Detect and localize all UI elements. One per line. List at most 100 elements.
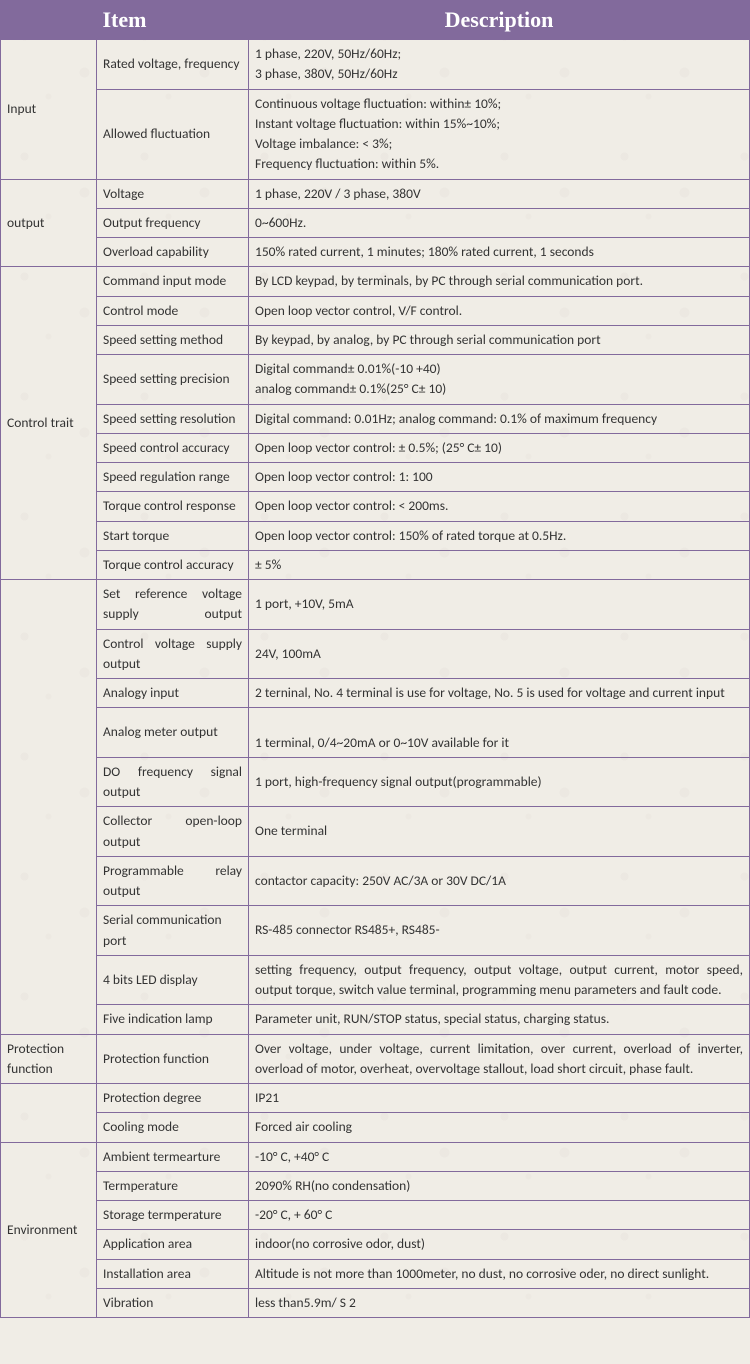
param-cell: DO frequency signal output bbox=[97, 757, 249, 807]
param-cell: Termperature bbox=[97, 1171, 249, 1200]
param-cell: Storage termperature bbox=[97, 1201, 249, 1230]
param-cell: Speed setting method bbox=[97, 325, 249, 354]
param-cell: Cooling mode bbox=[97, 1113, 249, 1142]
desc-cell: Forced air cooling bbox=[249, 1113, 750, 1142]
param-cell: Five indication lamp bbox=[97, 1005, 249, 1034]
param-cell: Vibration bbox=[97, 1288, 249, 1317]
param-cell: Installation area bbox=[97, 1259, 249, 1288]
param-cell: Analogy input bbox=[97, 679, 249, 708]
param-cell: Output frequency bbox=[97, 208, 249, 237]
category-cell: Control trait bbox=[1, 267, 97, 580]
param-cell: Voltage bbox=[97, 179, 249, 208]
table-row: Installation areaAltitude is not more th… bbox=[1, 1259, 750, 1288]
table-row: Application areaindoor(no corrosive odor… bbox=[1, 1230, 750, 1259]
param-cell: Collector open-loop output bbox=[97, 807, 249, 857]
table-row: Cooling modeForced air cooling bbox=[1, 1113, 750, 1142]
desc-cell: By LCD keypad, by terminals, by PC throu… bbox=[249, 267, 750, 296]
param-cell: Programmable relay output bbox=[97, 856, 249, 906]
desc-cell: 0~600Hz. bbox=[249, 208, 750, 237]
param-cell: Ambient termearture bbox=[97, 1142, 249, 1171]
desc-cell: Open loop vector control, V/F control. bbox=[249, 296, 750, 325]
table-row: Collector open-loop outputOne terminal bbox=[1, 807, 750, 857]
header-description: Description bbox=[249, 1, 750, 40]
desc-cell: 1 port, high-frequency signal output(pro… bbox=[249, 757, 750, 807]
category-cell: output bbox=[1, 179, 97, 267]
table-row: Set reference voltage supply output1 por… bbox=[1, 580, 750, 630]
table-row: Serial communication portRS-485 connecto… bbox=[1, 906, 750, 956]
param-cell: Analog meter output bbox=[97, 708, 249, 758]
spec-table: Item Description InputRated voltage, fre… bbox=[0, 0, 750, 1318]
category-cell: Protection function bbox=[1, 1034, 97, 1084]
table-row: DO frequency signal output1 port, high-f… bbox=[1, 757, 750, 807]
table-row: Programmable relay outputcontactor capac… bbox=[1, 856, 750, 906]
param-cell: Overload capability bbox=[97, 238, 249, 267]
table-row: Speed setting resolutionDigital command:… bbox=[1, 404, 750, 433]
header-row: Item Description bbox=[1, 1, 750, 40]
param-cell: Start torque bbox=[97, 521, 249, 550]
category-cell bbox=[1, 1084, 97, 1143]
desc-cell: 2 terninal, No. 4 terminal is use for vo… bbox=[249, 679, 750, 708]
desc-cell: 1 terminal, 0/4~20mA or 0~10V available … bbox=[249, 708, 750, 758]
table-row: Torque control responseOpen loop vector … bbox=[1, 492, 750, 521]
table-row: Protection degreeIP21 bbox=[1, 1084, 750, 1113]
header-item: Item bbox=[1, 1, 249, 40]
param-cell: Torque control accuracy bbox=[97, 550, 249, 579]
desc-cell: 1 phase, 220V, 50Hz/60Hz;3 phase, 380V, … bbox=[249, 40, 750, 90]
desc-cell: One terminal bbox=[249, 807, 750, 857]
param-cell: Command input mode bbox=[97, 267, 249, 296]
table-row: Analog meter output1 terminal, 0/4~20mA … bbox=[1, 708, 750, 758]
param-cell: Control voltage supply output bbox=[97, 629, 249, 679]
table-row: Protection functionProtection functionOv… bbox=[1, 1034, 750, 1084]
param-cell: Protection function bbox=[97, 1034, 249, 1084]
desc-cell: Open loop vector control: 1: 100 bbox=[249, 463, 750, 492]
desc-cell: Digital command: 0.01Hz; analog command:… bbox=[249, 404, 750, 433]
table-row: Overload capability150% rated current, 1… bbox=[1, 238, 750, 267]
desc-cell: Open loop vector control: 150% of rated … bbox=[249, 521, 750, 550]
param-cell: Speed regulation range bbox=[97, 463, 249, 492]
table-row: EnvironmentAmbient termearture-10° C, +4… bbox=[1, 1142, 750, 1171]
desc-cell: 150% rated current, 1 minutes; 180% rate… bbox=[249, 238, 750, 267]
table-row: Start torqueOpen loop vector control: 15… bbox=[1, 521, 750, 550]
desc-cell: indoor(no corrosive odor, dust) bbox=[249, 1230, 750, 1259]
table-row: Storage termperature-20° C, + 60° C bbox=[1, 1201, 750, 1230]
table-row: Output frequency0~600Hz. bbox=[1, 208, 750, 237]
param-cell: Torque control response bbox=[97, 492, 249, 521]
category-cell bbox=[1, 580, 97, 1035]
param-cell: Protection degree bbox=[97, 1084, 249, 1113]
desc-cell: Continuous voltage fluctuation: within± … bbox=[249, 89, 750, 179]
desc-cell: -10° C, +40° C bbox=[249, 1142, 750, 1171]
desc-cell: By keypad, by analog, by PC through seri… bbox=[249, 325, 750, 354]
param-cell: Speed setting resolution bbox=[97, 404, 249, 433]
param-cell: Speed setting precision bbox=[97, 355, 249, 405]
desc-cell: Open loop vector control: ± 0.5%; (25° C… bbox=[249, 433, 750, 462]
desc-cell: Open loop vector control: < 200ms. bbox=[249, 492, 750, 521]
param-cell: Set reference voltage supply output bbox=[97, 580, 249, 630]
param-cell: Speed control accuracy bbox=[97, 433, 249, 462]
desc-cell: 24V, 100mA bbox=[249, 629, 750, 679]
desc-cell: Digital command± 0.01%(-10 +40)analog co… bbox=[249, 355, 750, 405]
desc-cell: -20° C, + 60° C bbox=[249, 1201, 750, 1230]
desc-cell: less than5.9m/ S 2 bbox=[249, 1288, 750, 1317]
desc-cell: setting frequency, output frequency, out… bbox=[249, 955, 750, 1005]
table-row: Speed control accuracyOpen loop vector c… bbox=[1, 433, 750, 462]
param-cell: Application area bbox=[97, 1230, 249, 1259]
table-row: InputRated voltage, frequency1 phase, 22… bbox=[1, 40, 750, 90]
table-row: Speed setting methodBy keypad, by analog… bbox=[1, 325, 750, 354]
table-row: Analogy input2 terninal, No. 4 terminal … bbox=[1, 679, 750, 708]
desc-cell: RS-485 connector RS485+, RS485- bbox=[249, 906, 750, 956]
desc-cell: Parameter unit, RUN/STOP status, special… bbox=[249, 1005, 750, 1034]
param-cell: Allowed fluctuation bbox=[97, 89, 249, 179]
category-cell: Input bbox=[1, 40, 97, 180]
table-row: Termperature2090% RH(no condensation) bbox=[1, 1171, 750, 1200]
spec-body: InputRated voltage, frequency1 phase, 22… bbox=[1, 40, 750, 1318]
table-row: Vibrationless than5.9m/ S 2 bbox=[1, 1288, 750, 1317]
param-cell: Rated voltage, frequency bbox=[97, 40, 249, 90]
desc-cell: Over voltage, under voltage, current lim… bbox=[249, 1034, 750, 1084]
desc-cell: 1 phase, 220V / 3 phase, 380V bbox=[249, 179, 750, 208]
table-row: outputVoltage1 phase, 220V / 3 phase, 38… bbox=[1, 179, 750, 208]
table-row: 4 bits LED displaysetting frequency, out… bbox=[1, 955, 750, 1005]
param-cell: 4 bits LED display bbox=[97, 955, 249, 1005]
desc-cell: ± 5% bbox=[249, 550, 750, 579]
category-cell: Environment bbox=[1, 1142, 97, 1318]
param-cell: Serial communication port bbox=[97, 906, 249, 956]
